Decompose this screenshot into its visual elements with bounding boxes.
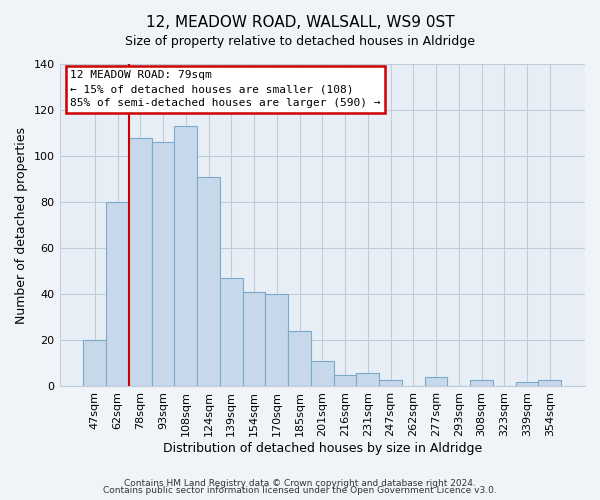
Bar (538, 380, 561, 386)
Bar (129, 138, 152, 386)
Bar (83, 340, 106, 386)
Text: 12 MEADOW ROAD: 79sqm
← 15% of detached houses are smaller (108)
85% of semi-det: 12 MEADOW ROAD: 79sqm ← 15% of detached … (70, 70, 380, 108)
Y-axis label: Number of detached properties: Number of detached properties (15, 126, 28, 324)
X-axis label: Distribution of detached houses by size in Aldridge: Distribution of detached houses by size … (163, 442, 482, 455)
Bar (106, 202, 129, 386)
Bar (265, 294, 288, 386)
Bar (356, 372, 379, 386)
Text: Contains public sector information licensed under the Open Government Licence v3: Contains public sector information licen… (103, 486, 497, 495)
Bar (152, 142, 175, 386)
Text: Contains HM Land Registry data © Crown copyright and database right 2024.: Contains HM Land Registry data © Crown c… (124, 478, 476, 488)
Bar (470, 380, 493, 386)
Bar (334, 375, 356, 386)
Bar (515, 382, 538, 386)
Bar (242, 292, 265, 386)
Bar (288, 331, 311, 386)
Bar (425, 377, 448, 386)
Bar (379, 380, 402, 386)
Bar (311, 361, 334, 386)
Bar (220, 278, 242, 386)
Text: 12, MEADOW ROAD, WALSALL, WS9 0ST: 12, MEADOW ROAD, WALSALL, WS9 0ST (146, 15, 454, 30)
Bar (197, 177, 220, 386)
Bar (175, 126, 197, 386)
Text: Size of property relative to detached houses in Aldridge: Size of property relative to detached ho… (125, 35, 475, 48)
